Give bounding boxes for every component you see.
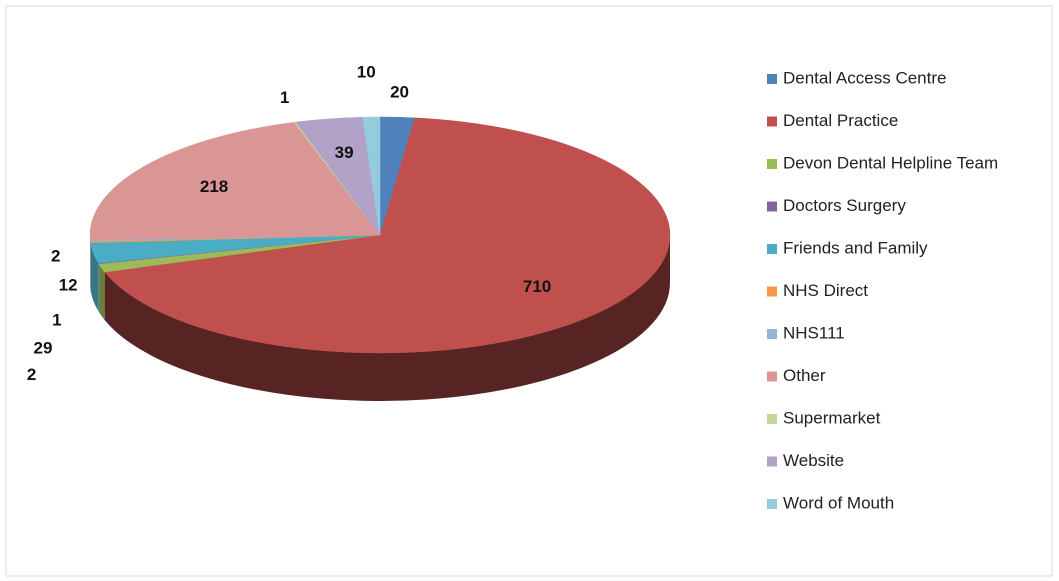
legend-swatch	[767, 371, 777, 382]
legend-swatch	[767, 244, 777, 254]
legend-swatch	[767, 456, 777, 467]
legend-swatch	[767, 201, 777, 212]
slice-side	[104, 235, 670, 402]
data-label: 12	[59, 275, 78, 294]
legend-label: Devon Dental Helpline Team	[783, 153, 998, 172]
data-label: 218	[200, 177, 228, 196]
legend-label: Friends and Family	[783, 238, 928, 257]
legend-swatch	[767, 329, 777, 339]
data-label: 20	[390, 83, 409, 102]
data-label: 1	[280, 88, 289, 107]
data-label: 1	[52, 310, 61, 329]
legend-label: NHS Direct	[783, 281, 868, 300]
legend-swatch	[767, 159, 777, 169]
legend-swatch	[767, 286, 777, 297]
slice-side	[98, 263, 105, 321]
legend-label: Website	[783, 451, 844, 470]
legend-swatch	[767, 74, 777, 84]
legend-label: Word of Mouth	[783, 493, 894, 512]
legend-label: NHS111	[783, 323, 845, 342]
data-label: 2	[51, 246, 60, 265]
data-label: 2	[27, 365, 36, 384]
slice	[104, 117, 671, 354]
legend-swatch	[767, 499, 777, 509]
legend-swatch	[767, 116, 777, 127]
slice	[89, 122, 381, 241]
legend-label: Supermarket	[783, 408, 881, 427]
data-label: 710	[523, 277, 551, 296]
data-label: 29	[34, 339, 53, 358]
legend-label: Dental Practice	[783, 111, 898, 130]
data-label: 10	[357, 62, 376, 81]
legend-swatch	[767, 414, 777, 424]
legend-label: Other	[783, 366, 826, 385]
legend-label: Doctors Surgery	[783, 196, 906, 215]
data-label: 39	[335, 143, 354, 162]
slice	[362, 116, 381, 236]
legend-label: Dental Access Centre	[783, 68, 946, 87]
